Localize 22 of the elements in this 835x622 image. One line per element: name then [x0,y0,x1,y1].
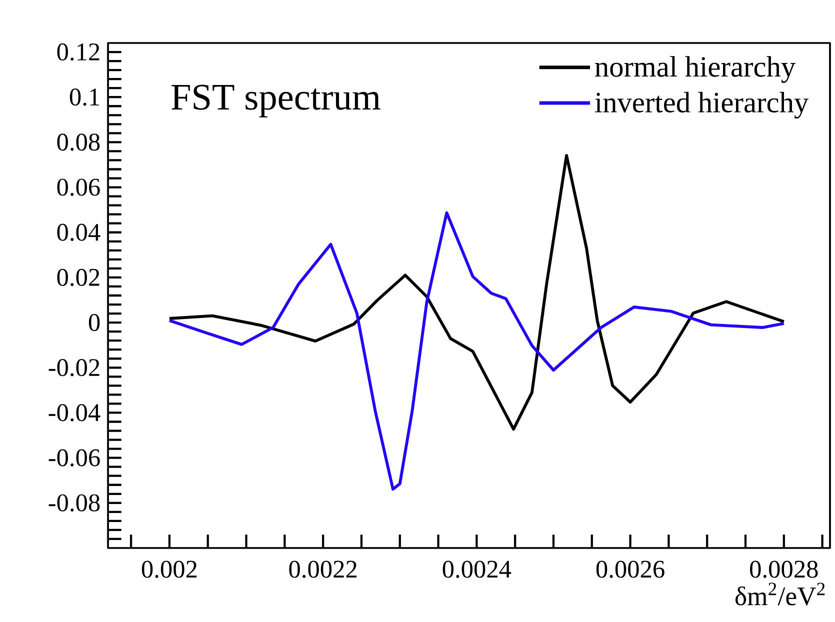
y-tick-label: -0.04 [48,404,100,422]
y-tick-label: -0.08 [48,494,100,512]
line-series [168,211,786,491]
y-tick-label: -0.06 [48,449,100,466]
legend-label: inverted hierarchy [595,92,809,119]
y-tick-label: 0.1 [70,88,100,106]
y-tick-label: 0.04 [57,224,100,241]
y-tick-label: 0.02 [57,268,100,286]
x-tick-label: 0.0028 [750,560,818,578]
x-tick-label: 0.0024 [442,560,512,578]
x-tick-label: 0.0026 [596,560,664,578]
legend-label: normal hierarchy [595,56,796,83]
y-tick-label: 0.06 [57,178,100,196]
y-tick-label: -0.02 [48,359,100,376]
y-tick-label: 0 [88,314,100,332]
x-axis-title: δm$^{2}$/eV$^{2}$ [735,582,825,606]
x-tick-label: 0.0022 [289,560,356,578]
text: FST spectrum [172,84,380,118]
y-tick-label: 0.08 [57,134,100,151]
line-series [168,154,786,431]
y-tick-label: 0.12 [57,43,100,61]
x-tick-label: 0.002 [142,560,197,578]
